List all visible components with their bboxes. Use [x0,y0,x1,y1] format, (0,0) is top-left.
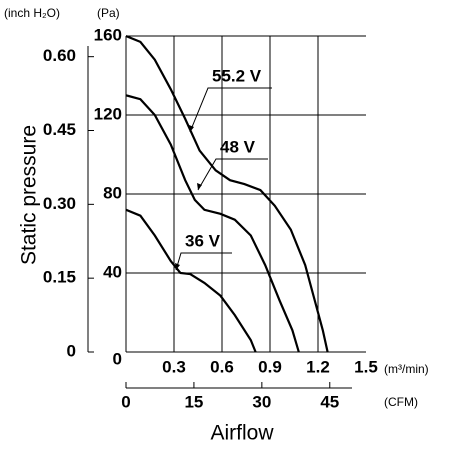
y2-tick-label: 0.60 [43,46,76,65]
x-tick-label: 0.3 [162,357,186,376]
curve [125,34,329,353]
leader-line [197,158,268,191]
series-label: 36 V [185,231,221,250]
x-tick-label: 0.6 [210,357,234,376]
x2-tick-label: 45 [320,392,339,411]
arrow [175,263,180,270]
leader-line [189,87,272,133]
y-tick-label: 40 [103,262,122,281]
y-unit: (Pa) [97,6,120,20]
y-tick-label: 0 [113,349,122,368]
x2-tick-label: 30 [252,392,271,411]
x-tick-label: 1.2 [306,357,330,376]
y2-tick-label: 0.15 [43,268,76,287]
x-axis-label: Airflow [210,422,274,445]
arrow [189,125,194,132]
x2-tick-label: 0 [121,392,130,411]
y-tick-label: 80 [103,183,122,202]
x-tick-label: 0.9 [258,357,282,376]
x-tick-label: 1.5 [354,357,378,376]
y2-tick-label: 0 [67,341,76,360]
x-unit: (m³/min) [384,362,429,376]
series-label: 55.2 V [212,66,262,85]
leader-line [175,252,232,271]
y2-tick-label: 0.45 [43,120,76,139]
y-tick-label: 160 [94,25,122,44]
curve [125,208,257,353]
arrow [197,183,202,190]
y-axis-label: Static pressure [18,125,41,265]
y-tick-label: 120 [94,104,122,123]
y2-tick-label: 0.30 [43,194,76,213]
x2-tick-label: 15 [184,392,203,411]
x2-unit: (CFM) [384,395,418,409]
y2-unit: (inch H₂O) [4,6,60,20]
series-label: 48 V [220,137,256,156]
curve [125,94,300,353]
